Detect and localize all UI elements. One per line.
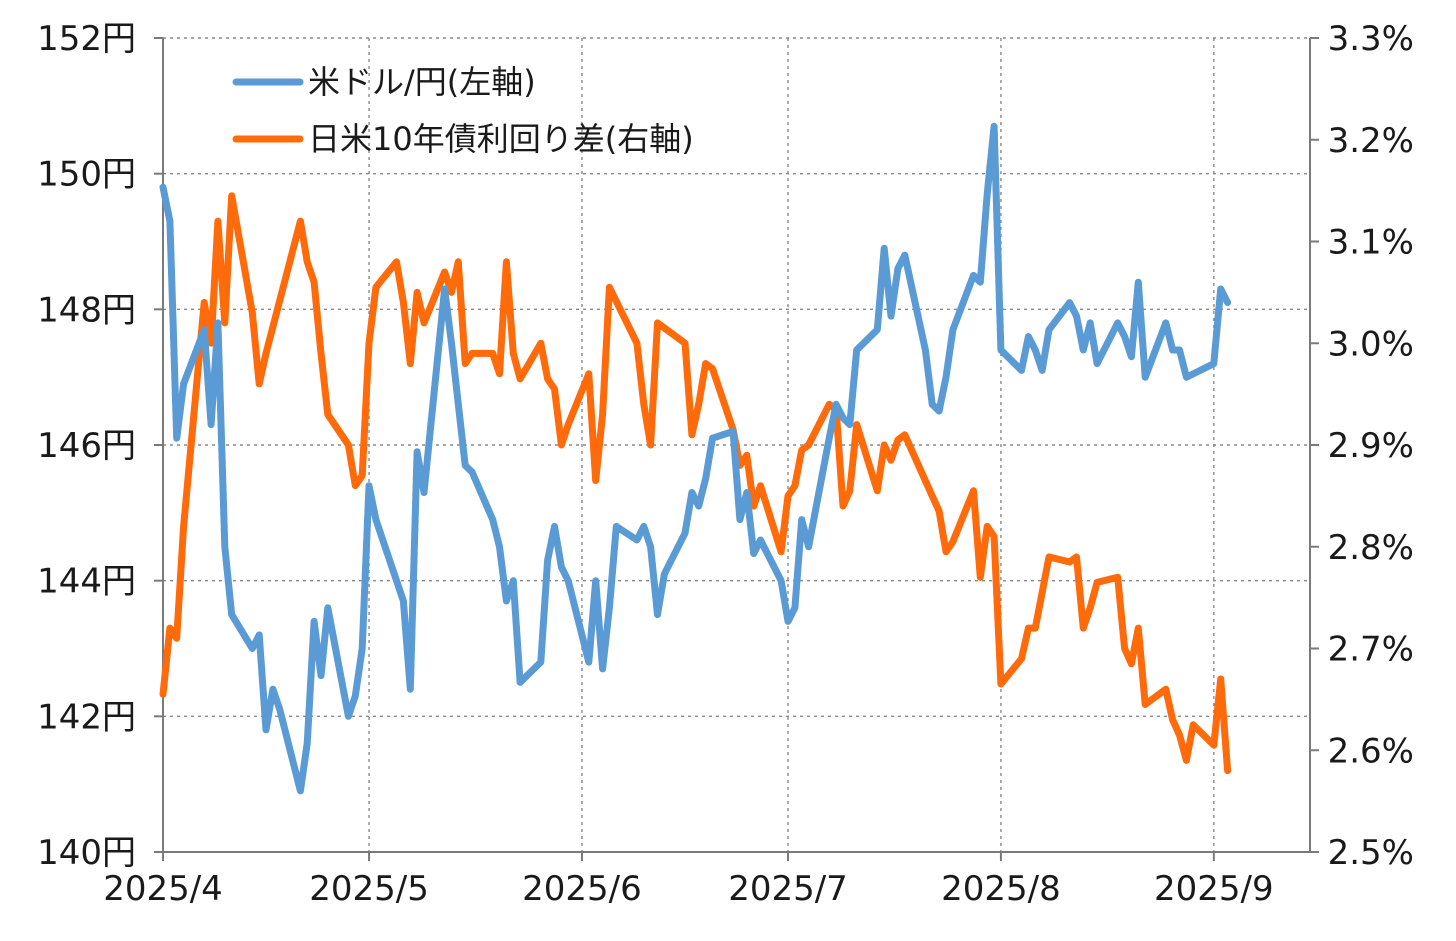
- y-right-tick-label-1: 2.6%: [1328, 731, 1414, 771]
- y-left-tick-label-3: 146円: [37, 426, 136, 466]
- axes: 140円 142円 144円 146円 148円 150円 152円 2.5% 2.6% 2.7%…: [37, 19, 1414, 909]
- series-line-usdjpy: [159, 122, 1232, 795]
- x-tick-label-3: 2025/7: [728, 869, 848, 909]
- y-right-tick-label-6: 3.1%: [1328, 223, 1414, 263]
- x-tick-label-0: 2025/4: [103, 869, 223, 909]
- x-tick-label-4: 2025/8: [941, 869, 1061, 909]
- y-left-tick-label-1: 142円: [37, 697, 136, 737]
- y-left-tick-label-4: 148円: [37, 290, 136, 330]
- y-right-tick-label-2: 2.7%: [1328, 630, 1414, 670]
- gridlines: [163, 37, 1310, 852]
- y-left-tick-label-6: 152円: [37, 19, 136, 59]
- x-tick-label-1: 2025/5: [309, 869, 429, 909]
- series-line-yield-spread: [159, 192, 1232, 775]
- legend-label-yield-spread: 日米10年債利回り差(右軸): [308, 120, 694, 158]
- legend-label-usdjpy: 米ドル/円(左軸): [308, 63, 536, 101]
- y-right-tick-label-7: 3.2%: [1328, 121, 1414, 161]
- y-left-tick-label-2: 144円: [37, 562, 136, 602]
- y-right-tick-label-3: 2.8%: [1328, 528, 1414, 568]
- y-right-tick-label-5: 3.0%: [1328, 324, 1414, 364]
- y-left-tick-label-0: 140円: [37, 833, 136, 873]
- x-tick-label-2: 2025/6: [522, 869, 642, 909]
- legend: 米ドル/円(左軸) 日米10年債利回り差(右軸): [232, 63, 694, 158]
- y-left-tick-label-5: 150円: [37, 155, 136, 195]
- series-lines: [159, 122, 1232, 795]
- y-right-tick-label-0: 2.5%: [1328, 833, 1414, 873]
- y-right-tick-label-4: 2.9%: [1328, 426, 1414, 466]
- y-right-tick-label-8: 3.3%: [1328, 19, 1414, 59]
- x-tick-label-5: 2025/9: [1154, 869, 1274, 909]
